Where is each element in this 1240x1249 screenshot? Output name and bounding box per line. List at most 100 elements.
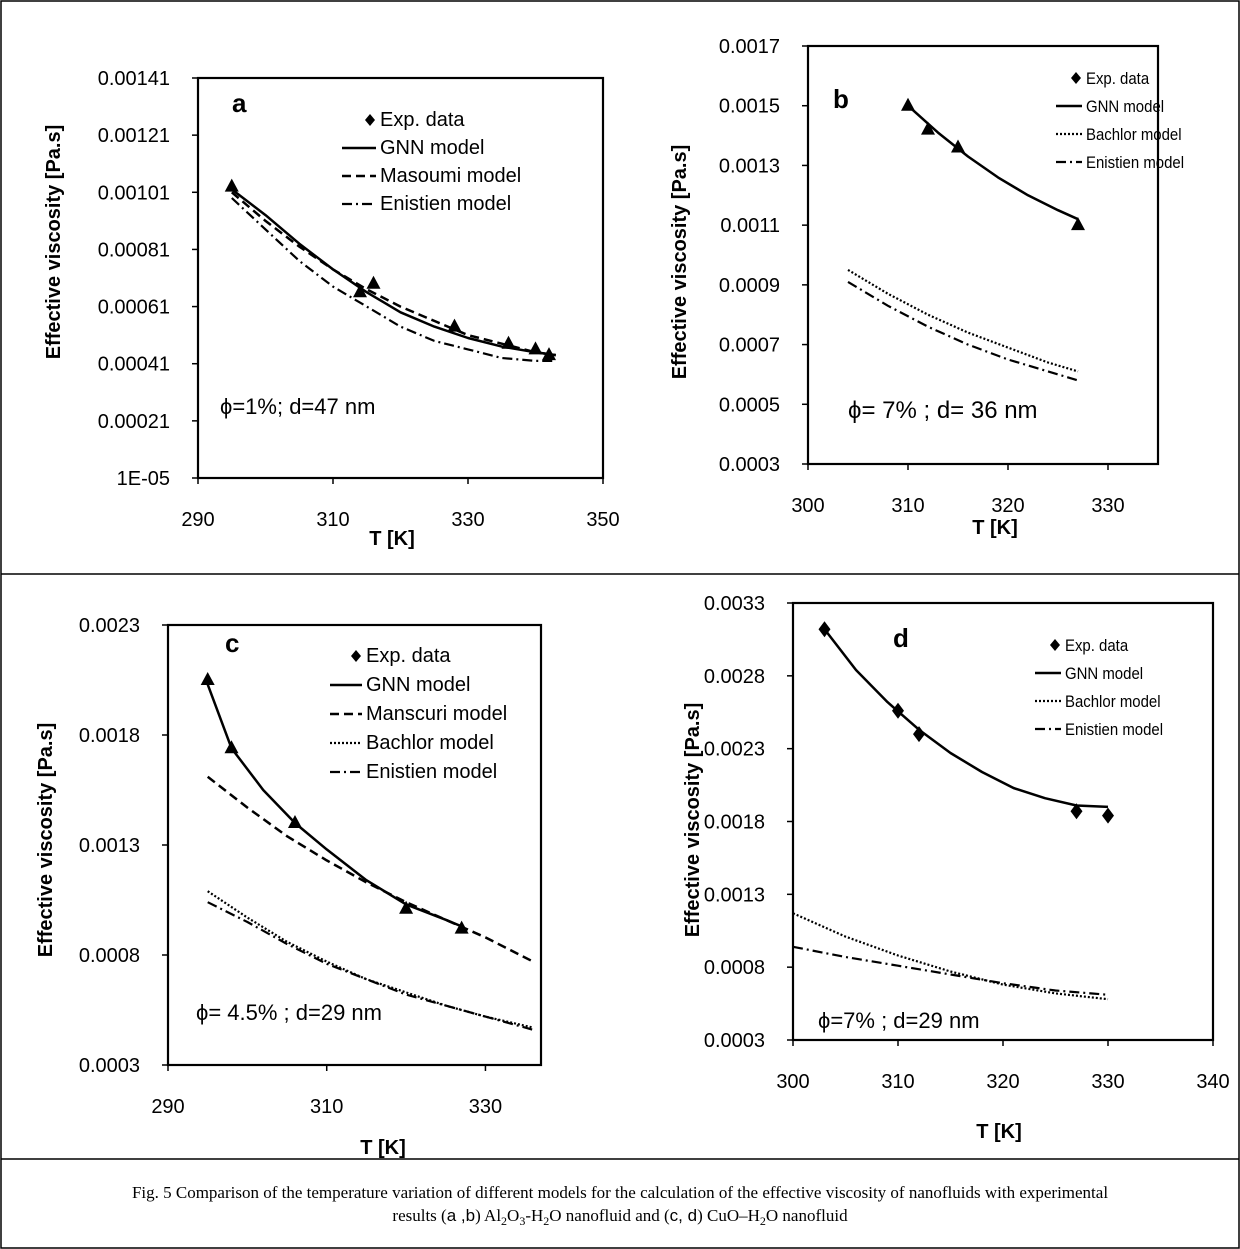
x-tick-label: 320 <box>991 495 1024 517</box>
y-tick-label: 0.0005 <box>719 394 780 416</box>
legend-label: Enistien model <box>366 761 497 783</box>
legend-label: GNN model <box>380 137 484 159</box>
legend-marker <box>351 650 361 662</box>
x-tick-label: 330 <box>469 1096 502 1118</box>
panel-annotation: ϕ=7% ; d=29 nm <box>818 1008 980 1033</box>
legend-marker <box>1071 72 1081 84</box>
caption-line-2: results (a ,b) Al2O3-H2O nanofluid and (… <box>392 1206 848 1228</box>
x-tick-label: 330 <box>451 509 484 531</box>
x-tick-label: 310 <box>891 495 924 517</box>
x-tick-label: 330 <box>1091 1071 1124 1093</box>
series-line <box>907 104 1079 221</box>
x-tick-label: 300 <box>776 1071 809 1093</box>
series-line <box>792 912 1109 1001</box>
data-point <box>200 672 215 685</box>
y-tick-label: 0.00061 <box>98 297 170 319</box>
plot-area <box>806 44 1160 466</box>
series-line <box>847 268 1079 373</box>
x-tick-label: 310 <box>881 1071 914 1093</box>
y-tick-label: 0.0007 <box>719 335 780 357</box>
legend-label: Bachlor model <box>1065 693 1161 711</box>
series-line <box>231 188 556 357</box>
data-point <box>921 121 935 135</box>
plot-area <box>196 76 605 480</box>
data-point <box>353 284 367 298</box>
panel-d: 0.0003 0.0008 0.0013 0.0018 0.0023 0.0028 0.00… <box>682 593 1230 1143</box>
y-tick-label: 0.0023 <box>79 615 140 637</box>
y-tick-label: 0.0028 <box>704 666 765 688</box>
panel-annotation: ϕ=1%; d=47 nm <box>220 394 375 419</box>
y-tick-label: 0.0017 <box>719 36 780 58</box>
x-axis-label: T [K] <box>360 1137 406 1159</box>
x-axis-label: T [K] <box>972 517 1018 539</box>
y-axis-label: Effective viscosity [Pa.s] <box>669 145 691 380</box>
y-tick-label: 0.0015 <box>719 96 780 118</box>
legend-marker <box>1050 639 1060 651</box>
x-tick-label: 330 <box>1091 495 1124 517</box>
legend-label: GNN model <box>1065 665 1143 683</box>
y-axis-label: Effective viscosity [Pa.s] <box>35 723 57 958</box>
series-line <box>230 191 556 357</box>
legend-label: Exp. data <box>366 645 451 667</box>
y-axis-label: Effective viscosity [Pa.s] <box>43 125 65 360</box>
x-tick-label: 320 <box>986 1071 1019 1093</box>
panel-annotation: ϕ= 4.5% ; d=29 nm <box>196 1000 382 1025</box>
y-tick-label: 0.0003 <box>719 454 780 476</box>
x-tick-label: 350 <box>586 509 619 531</box>
y-tick-label: 0.0013 <box>719 155 780 177</box>
x-axis-label: T [K] <box>369 528 415 550</box>
data-point <box>913 726 925 743</box>
data-point <box>366 275 381 289</box>
plot-area <box>166 623 543 1067</box>
y-tick-label: 0.00101 <box>98 182 170 204</box>
data-point <box>224 178 239 192</box>
data-point <box>1102 807 1114 824</box>
legend-label: Exp. data <box>380 109 465 131</box>
legend-label: Bachlor model <box>366 732 494 754</box>
y-tick-label: 0.0018 <box>79 725 140 747</box>
series-line <box>206 775 534 963</box>
x-axis-label: T [K] <box>976 1121 1022 1143</box>
y-tick-label: 0.00121 <box>98 125 170 147</box>
panel-c: 0.0003 0.0008 0.0013 0.0018 0.0023 290 310 330 T… <box>35 615 543 1159</box>
series-line <box>823 628 1109 809</box>
x-tick-label: 290 <box>181 509 214 531</box>
series-line <box>207 901 534 1031</box>
y-tick-label: 0.0008 <box>79 945 140 967</box>
legend-marker <box>365 114 375 126</box>
data-point <box>1071 217 1085 231</box>
panel-letter: c <box>225 628 239 658</box>
series-line <box>206 683 463 928</box>
panel-a: 1E-05 0.00021 0.00041 0.00061 0.00081 0.00101… <box>43 68 620 550</box>
y-tick-label: 0.00081 <box>98 239 170 261</box>
legend-label: Exp. data <box>1065 637 1128 655</box>
y-tick-label: 0.00041 <box>98 354 170 376</box>
y-tick-label: 0.0013 <box>79 835 140 857</box>
data-point <box>951 139 965 153</box>
y-tick-label: 0.0023 <box>704 739 765 761</box>
data-point <box>399 900 414 914</box>
chart-panels: 1E-05 0.00021 0.00041 0.00061 0.00081 0.00101… <box>35 36 1230 1159</box>
x-tick-label: 290 <box>151 1096 184 1118</box>
x-tick-label: 300 <box>791 495 824 517</box>
y-tick-label: 0.0013 <box>704 884 765 906</box>
series-line <box>847 280 1079 382</box>
panel-letter: b <box>833 84 849 114</box>
legend: Exp. data GNN model Manscuri model Bachlor … <box>330 645 507 783</box>
legend-label: Bachlor model <box>1086 126 1182 144</box>
legend-label: Manscuri model <box>366 703 507 725</box>
data-point <box>1070 803 1083 820</box>
y-tick-label: 0.0003 <box>79 1055 140 1077</box>
legend-label: Enistien model <box>380 193 511 215</box>
y-axis-label: Effective viscosity [Pa.s] <box>682 703 704 938</box>
y-tick-label: 0.0033 <box>704 593 765 615</box>
y-tick-label: 0.0009 <box>719 275 780 297</box>
legend: Exp. data GNN model Masoumi model Enistien … <box>342 109 521 215</box>
legend-label: GNN model <box>1086 98 1164 116</box>
x-tick-label: 340 <box>1196 1071 1229 1093</box>
panel-b: 0.0003 0.0005 0.0007 0.0009 0.0011 0.0013 0.00… <box>669 36 1184 539</box>
legend-label: Enistien model <box>1065 721 1163 739</box>
y-tick-label: 0.0003 <box>704 1030 765 1052</box>
legend-label: Masoumi model <box>380 165 521 187</box>
